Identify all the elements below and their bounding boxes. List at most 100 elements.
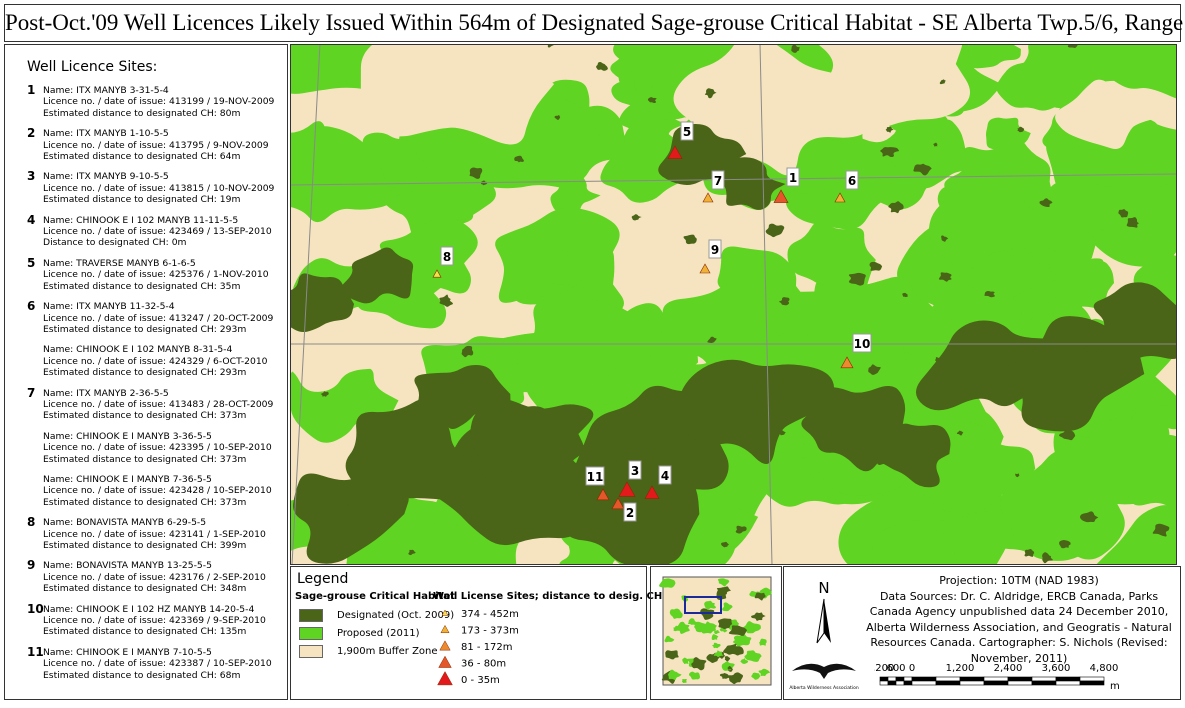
designated-patch [461, 345, 474, 358]
inset-habitat [659, 578, 772, 685]
site: 8 Name: BONAVISTA MANYB 6-29-5-5 Licence n… [27, 515, 287, 551]
entry-distance: Estimated distance to designated CH: 399… [43, 540, 247, 551]
site: 7 Name: ITX MANYB 2-36-5-5 Licence no. / d… [27, 386, 287, 509]
map-frame [290, 44, 1177, 565]
scale-segment [1079, 680, 1105, 686]
designated-area [293, 473, 409, 564]
proposed-area [1048, 247, 1114, 309]
habitat-swatch [299, 627, 323, 640]
marker-label-box [708, 239, 722, 259]
designated-patch [408, 549, 416, 556]
site: 10 Name: CHINOOK E I 102 HZ MANYB 14-20-5… [27, 601, 287, 638]
designated-patch [647, 97, 657, 104]
entry-name: Name: ITX MANYB 9-10-5-5 [43, 171, 169, 183]
inset-area [714, 630, 720, 635]
habitat-item: Designated (Oct. 2009) [299, 609, 454, 622]
entry-distance: Estimated distance to designated CH: 373… [43, 496, 247, 508]
scale-label: 2,400 [994, 663, 1023, 674]
inset-area [717, 578, 730, 587]
inset-area [673, 608, 679, 613]
designated-patch [735, 525, 747, 534]
site-number: 2 [27, 126, 36, 141]
well-marker [596, 488, 610, 501]
entry-licence: Licence no. / date of issue: 423141 / 1-… [43, 528, 266, 540]
designated-patch [933, 142, 938, 147]
inset-area [674, 621, 690, 634]
designated-patch [778, 430, 786, 436]
designated-patch [1118, 209, 1129, 218]
entry-name: Name: CHINOOK E I MANYB 7-36-5-5 [43, 473, 212, 485]
designated-patch [868, 364, 881, 375]
site-number: 3 [27, 169, 36, 184]
well-marker [611, 497, 625, 510]
entry-name: Name: TRAVERSE MANYB 6-1-6-5 [43, 257, 196, 269]
well-marker [840, 356, 854, 369]
designated-patch [631, 214, 642, 221]
site-number: 8 [27, 515, 36, 530]
marker-label: 1 [789, 171, 797, 185]
entry-licence: Licence no. / date of issue: 423395 / 10… [43, 442, 272, 454]
class-marker [441, 609, 449, 616]
designated-patch [779, 297, 790, 306]
inset-area [744, 650, 762, 662]
site-entry: Name: ITX MANYB 2-36-5-5 Licence no. / da… [43, 388, 287, 422]
entry-distance: Estimated distance to designated CH: 35m [43, 280, 241, 292]
designated-patch [941, 235, 949, 242]
habitat-swatch [299, 645, 323, 658]
inset-area [751, 672, 761, 680]
township-line [291, 44, 321, 565]
inset-area [751, 612, 766, 621]
marker-label: 11 [587, 470, 604, 484]
scale-segment [1079, 676, 1105, 682]
site: 4 Name: CHINOOK E I 102 MANYB 11-11-5-5 Li… [27, 213, 287, 249]
site-entry: Name: BONAVISTA MANYB 13-25-5-5 Licence n… [43, 560, 287, 594]
scale-segment [903, 676, 913, 682]
inset-area [722, 602, 733, 612]
scale-segment [1007, 676, 1033, 682]
site-entry: Name: CHINOOK E I 102 HZ MANYB 14-20-5-4… [43, 604, 287, 638]
class-marker [438, 655, 452, 668]
scale-unit: m [1110, 681, 1120, 692]
entry-distance: Distance to designated CH: 0m [43, 237, 187, 249]
designated-patch [439, 294, 453, 307]
marker-label: 3 [631, 464, 639, 478]
class-label: 374 - 452m [461, 609, 519, 620]
proposed-area [871, 520, 961, 565]
scale-segment [983, 680, 1009, 686]
marker-label-box [440, 246, 454, 266]
marker-label-box [786, 167, 800, 187]
entry-distance: Estimated distance to designated CH: 293… [43, 367, 247, 379]
scale-label: 1,200 [946, 663, 975, 674]
sidebar-heading: Well Licence Sites: [27, 59, 158, 75]
entry-licence: Licence no. / date of issue: 424329 / 6-… [43, 355, 268, 367]
scale-segment [1031, 680, 1057, 686]
scale-segment [911, 680, 937, 686]
designated-patch [902, 292, 908, 298]
map: 1 2 3 4 5 6 7 8 9 10 11 [290, 44, 1177, 565]
proposed-area [1095, 505, 1177, 565]
marker-label-box [711, 170, 725, 190]
site-number: 10 [27, 601, 44, 616]
designated-patch [848, 272, 866, 286]
designated-patch [1080, 511, 1099, 523]
designated-patch [913, 163, 932, 176]
marker-label-box [852, 333, 872, 353]
inset-extent [684, 596, 722, 614]
class-label: 173 - 373m [461, 626, 519, 637]
scale-label: 4,800 [1090, 663, 1119, 674]
inset-area [700, 608, 715, 620]
entry-name: Name: BONAVISTA MANYB 13-25-5-5 [43, 560, 212, 572]
proposed-area [928, 190, 1036, 271]
designated-patch [596, 61, 608, 71]
designated-patch [1059, 540, 1071, 549]
inset-area [712, 642, 721, 649]
entry-licence: Licence no. / date of issue: 423469 / 13… [43, 226, 272, 238]
entry-distance: Estimated distance to designated CH: 80m [43, 107, 241, 119]
entry-name: Name: ITX MANYB 3-31-5-4 [43, 85, 169, 96]
designated-patch [1024, 549, 1035, 557]
entry-licence: Licence no. / date of issue: 413815 / 10… [43, 182, 275, 194]
designated-patch [869, 261, 883, 271]
habitat-swatch [299, 609, 323, 622]
marker-label-box [585, 466, 605, 486]
marker-label: 2 [626, 506, 634, 520]
